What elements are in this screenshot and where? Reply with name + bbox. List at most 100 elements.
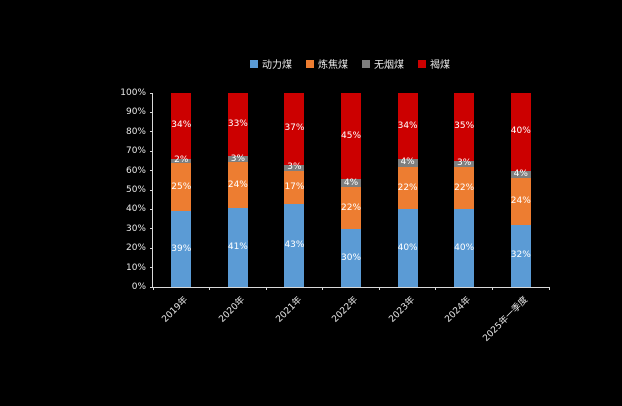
legend-item: 动力煤: [250, 56, 292, 71]
bar-column: 34% 2% 25% 39%: [153, 93, 210, 287]
bar-segment: 43%: [284, 203, 305, 287]
data-label: 40%: [397, 242, 418, 253]
bars-container: 34% 2% 25% 39% 33% 3% 24% 41% 37% 3% 17% 43% 45% 4% 22…: [153, 93, 549, 287]
data-label: 39%: [171, 243, 192, 254]
data-label: 2%: [174, 155, 189, 166]
data-label: 3%: [287, 162, 302, 173]
y-axis-tick: [150, 286, 153, 288]
data-label: 22%: [397, 182, 418, 193]
y-axis-tick: [150, 189, 153, 191]
bar-segment: 34%: [171, 93, 191, 159]
bar-segment: 3%: [284, 162, 305, 173]
data-label: 40%: [454, 242, 475, 253]
stacked-bar: 33% 3% 24% 41%: [227, 93, 248, 287]
data-label: 4%: [343, 177, 359, 188]
x-axis-label: 2019年: [160, 295, 191, 325]
y-axis-label: 80%: [125, 126, 146, 137]
x-axis-label: 2023年: [387, 295, 417, 325]
legend: 动力煤 炼焦煤 无烟煤 褐煤: [152, 56, 548, 71]
legend-label: 褐煤: [430, 60, 450, 71]
stacked-bar: 45% 4% 22% 30%: [341, 93, 361, 287]
x-axis-tick: [265, 287, 267, 290]
legend-label: 炼焦煤: [318, 60, 348, 71]
y-axis-tick: [150, 267, 153, 269]
bar-segment: 22%: [454, 166, 474, 210]
y-axis-tick: [150, 228, 153, 230]
data-label: 41%: [227, 242, 248, 253]
x-axis-tick: [435, 287, 437, 290]
y-axis-label: 50%: [125, 185, 146, 195]
legend-marker: [306, 59, 314, 68]
x-axis-tick: [491, 287, 493, 290]
legend-label: 动力煤: [262, 60, 292, 71]
x-axis-label: 2020年: [217, 295, 248, 325]
data-label: 45%: [341, 130, 362, 141]
bar-segment: 17%: [284, 170, 305, 204]
bar-segment: 22%: [397, 166, 418, 210]
bar-segment: 3%: [454, 158, 475, 169]
y-axis-tick: [150, 247, 153, 249]
x-axis-label: 2021年: [273, 295, 304, 325]
x-axis-tick: [322, 287, 324, 290]
legend-marker: [362, 59, 370, 68]
bar-column: 33% 3% 24% 41%: [210, 93, 267, 287]
bar-segment: 4%: [510, 169, 531, 179]
y-axis-label: 0%: [131, 282, 146, 292]
x-axis-label: 2024年: [443, 295, 474, 325]
stacked-bar: 35% 3% 22% 40%: [454, 93, 474, 287]
bar-segment: 37%: [284, 93, 304, 165]
bar-segment: 25%: [171, 162, 192, 212]
data-label: 30%: [341, 252, 362, 263]
data-label: 33%: [227, 119, 248, 130]
legend-item: 炼焦煤: [306, 56, 348, 71]
legend-marker: [418, 59, 426, 68]
bar-column: 35% 3% 22% 40%: [436, 93, 493, 287]
x-axis-tick: [548, 287, 550, 290]
data-label: 34%: [171, 120, 192, 131]
bar-segment: 2%: [171, 155, 192, 166]
bar-column: 45% 4% 22% 30%: [323, 93, 380, 287]
data-label: 25%: [171, 181, 192, 192]
y-axis-label: 60%: [125, 165, 146, 176]
data-label: 17%: [284, 181, 305, 192]
x-axis-label: 2022年: [330, 295, 361, 325]
y-axis-label: 30%: [125, 223, 146, 234]
bar-segment: 4%: [397, 158, 418, 167]
legend-item: 褐煤: [418, 56, 450, 71]
data-label: 4%: [513, 169, 528, 179]
bar-segment: 22%: [341, 187, 362, 230]
data-label: 32%: [510, 250, 531, 261]
data-label: 35%: [454, 121, 475, 132]
bar-column: 34% 4% 22% 40%: [379, 93, 436, 287]
bar-segment: 24%: [510, 178, 531, 225]
data-label: 37%: [284, 123, 305, 134]
data-label: 22%: [341, 202, 362, 213]
data-label: 40%: [510, 126, 531, 137]
data-label: 3%: [457, 158, 472, 169]
legend-label: 无烟煤: [374, 60, 404, 71]
data-label: 43%: [284, 239, 305, 250]
legend-marker: [250, 59, 258, 68]
data-label: 3%: [230, 153, 245, 164]
y-axis-tick: [150, 208, 153, 210]
x-axis-tick: [209, 287, 211, 290]
bar-segment: 34%: [397, 93, 418, 159]
y-axis-tick: [150, 170, 153, 172]
bar-segment: 35%: [454, 93, 474, 161]
y-axis-label: 20%: [125, 243, 146, 254]
y-axis-tick: [150, 150, 153, 152]
x-axis-tick: [378, 287, 380, 290]
legend-item: 无烟煤: [362, 56, 404, 71]
stacked-bar: 37% 3% 17% 43%: [284, 93, 304, 287]
y-axis-tick: [150, 111, 153, 113]
bar-segment: 30%: [341, 229, 361, 287]
y-axis-label: 100%: [120, 88, 146, 98]
bar-segment: 40%: [510, 93, 531, 171]
x-axis-tick: [152, 287, 154, 290]
stacked-bar: 34% 4% 22% 40%: [397, 93, 418, 287]
bar-segment: 40%: [454, 209, 474, 287]
bar-segment: 4%: [341, 177, 362, 188]
y-axis-tick: [150, 92, 153, 94]
y-axis-tick: [150, 131, 153, 133]
